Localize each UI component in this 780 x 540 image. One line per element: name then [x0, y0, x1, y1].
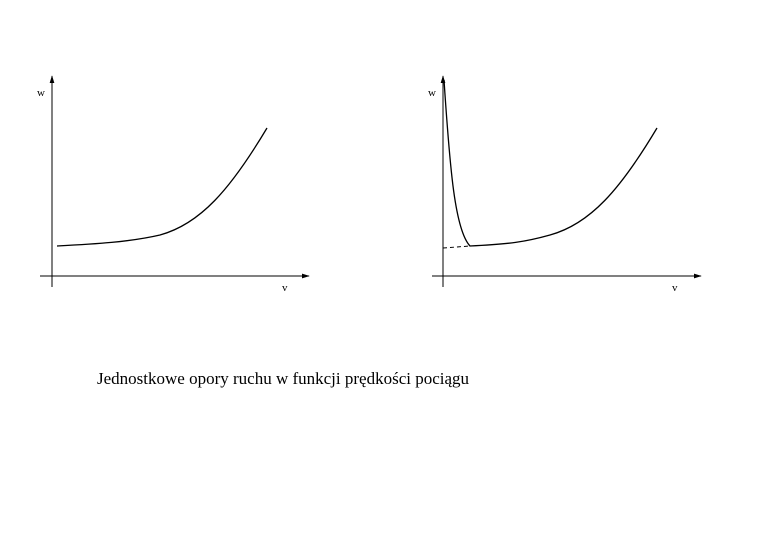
x-axis-label: v: [672, 282, 678, 294]
curve: [443, 79, 658, 247]
dashed-curve: [442, 245, 471, 249]
x-axis-label: v: [282, 282, 288, 294]
curve: [56, 127, 268, 247]
plot-right: w v: [428, 75, 702, 294]
plot-left: w v: [37, 75, 310, 294]
caption: Jednostkowe opory ruchu w funkcji prędko…: [97, 369, 470, 388]
y-axis-label: w: [428, 87, 436, 99]
y-axis-label: w: [37, 87, 45, 99]
